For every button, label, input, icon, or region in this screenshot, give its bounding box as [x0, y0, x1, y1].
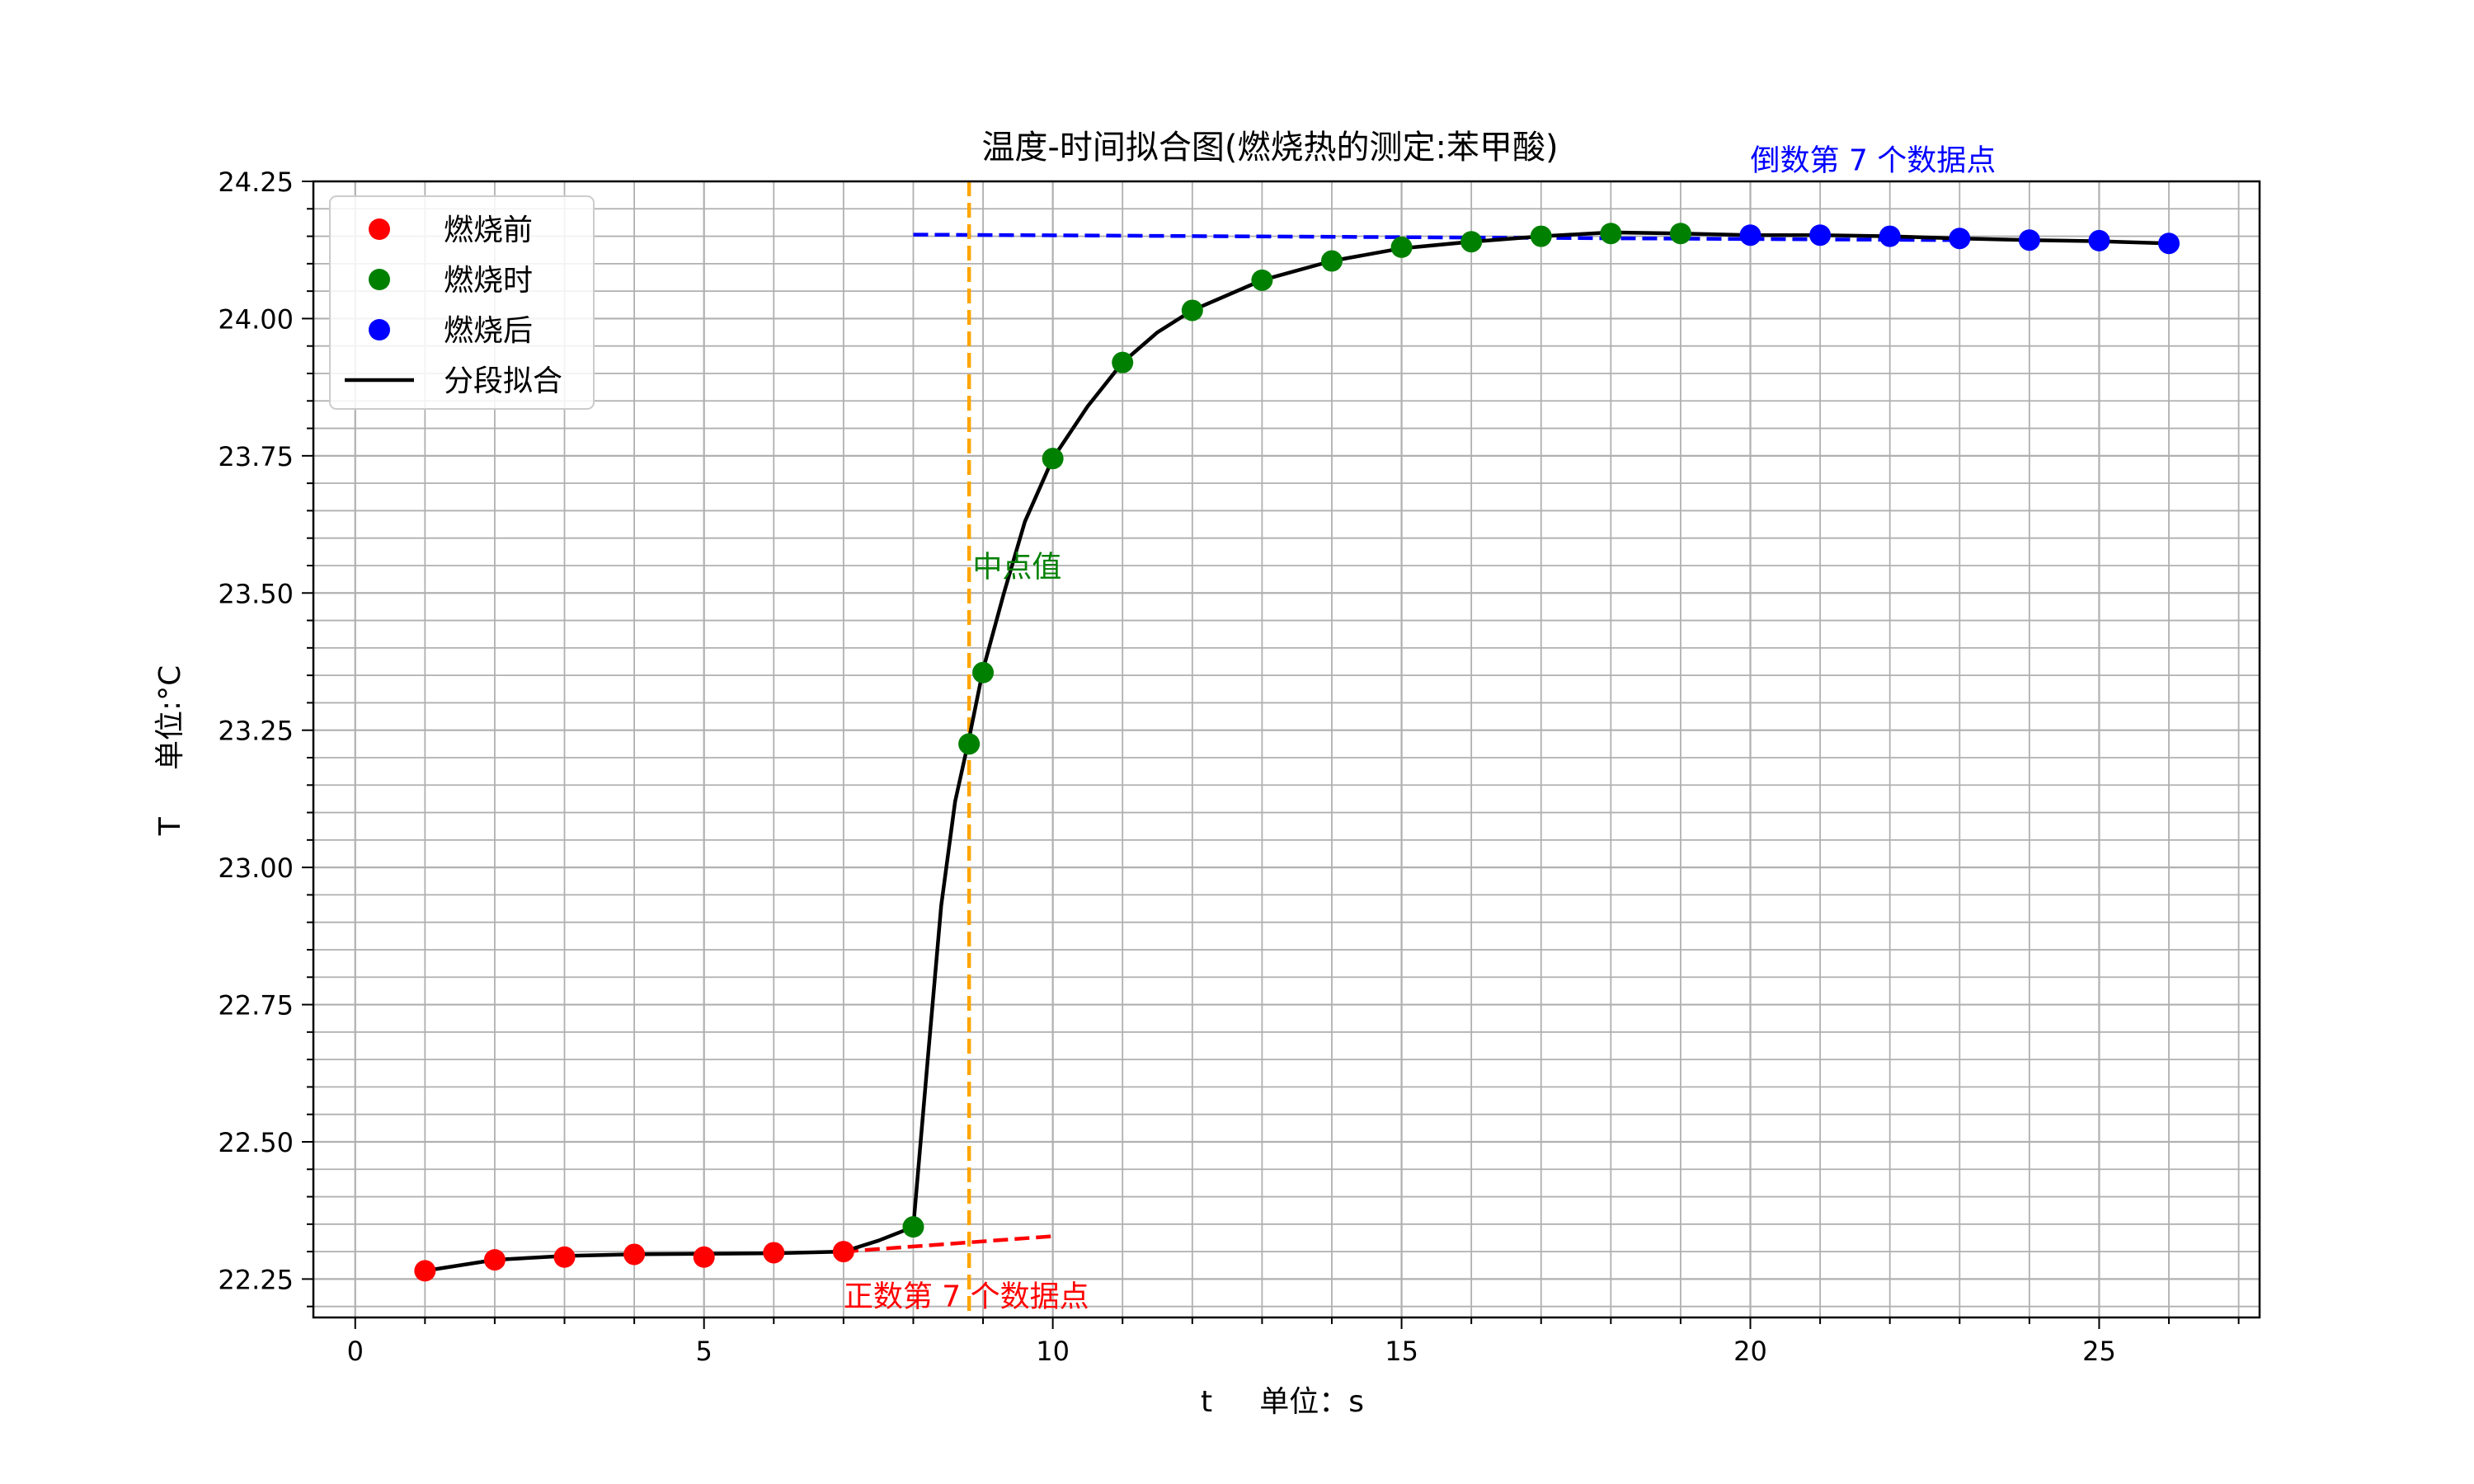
data-point	[693, 1246, 715, 1268]
legend-label: 燃烧后	[444, 314, 533, 348]
legend-label: 燃烧时	[444, 264, 533, 298]
data-point	[1879, 225, 1901, 247]
data-point	[832, 1241, 854, 1263]
legend-label: 燃烧前	[444, 214, 533, 247]
data-point	[1320, 250, 1343, 272]
data-point	[1530, 225, 1552, 247]
axes: 0 5 10 15 20 25 22.25 22.50 22.75 23.00 23.25 23.50…	[218, 167, 2240, 1367]
data-point	[553, 1246, 576, 1268]
data-point	[1390, 236, 1413, 258]
data-point	[414, 1260, 436, 1282]
data-point	[2158, 232, 2180, 255]
data-point	[2088, 229, 2110, 251]
extrapolation-line	[843, 1234, 1053, 1254]
chart-title: 温度-时间拟合图(燃烧热的测定:苯甲酸)	[981, 129, 1558, 167]
data-point	[1600, 223, 1622, 245]
fit-line-分段拟合	[424, 230, 2170, 1273]
data-point	[1460, 231, 1483, 253]
annotation-text: 正数第 7 个数据点	[844, 1280, 1089, 1314]
data-point	[763, 1242, 785, 1264]
y-axis-label: T 单位:°C	[153, 665, 187, 836]
data-point	[1949, 228, 1971, 250]
y-tick-label: 22.75	[218, 990, 294, 1021]
extrapolation-line	[913, 232, 1960, 242]
y-tick-label: 23.25	[218, 716, 294, 747]
legend-marker	[369, 269, 390, 290]
data-point	[483, 1249, 506, 1271]
y-tick-label: 22.25	[218, 1264, 294, 1295]
data-point	[902, 1216, 924, 1238]
data-point	[1042, 448, 1064, 470]
data-points	[414, 223, 2180, 1282]
data-point	[1112, 351, 1134, 373]
y-tick-label: 24.25	[218, 167, 294, 198]
x-tick-label: 0	[347, 1336, 364, 1367]
data-point	[958, 733, 981, 755]
data-point	[623, 1243, 646, 1266]
legend-marker	[369, 218, 390, 240]
data-point	[1739, 224, 1761, 247]
data-point	[1181, 299, 1203, 322]
plot-frame	[312, 180, 2261, 1319]
data-point	[1251, 269, 1273, 291]
legend-box	[329, 195, 595, 410]
y-tick-label: 23.00	[218, 852, 294, 884]
x-tick-label: 5	[696, 1336, 713, 1367]
annotation-text: 倒数第 7 个数据点	[1751, 144, 1997, 178]
x-tick-label: 10	[1036, 1336, 1070, 1367]
legend-label: 分段拟合	[444, 364, 562, 398]
data-point	[2018, 229, 2040, 251]
legend-marker	[369, 319, 390, 340]
y-tick-label: 23.50	[218, 578, 294, 609]
y-tick-label: 23.75	[218, 441, 294, 472]
x-tick-label: 20	[1733, 1336, 1767, 1367]
x-tick-label: 25	[2082, 1336, 2116, 1367]
data-point	[1809, 224, 1832, 247]
y-tick-label: 22.50	[218, 1127, 294, 1158]
y-tick-label: 24.00	[218, 303, 294, 335]
x-axis-label: t 单位：s	[1201, 1385, 1364, 1419]
data-point	[1669, 223, 1691, 245]
data-point	[972, 661, 995, 683]
annotation-text: 中点值	[972, 550, 1061, 584]
x-tick-label: 15	[1385, 1336, 1418, 1367]
